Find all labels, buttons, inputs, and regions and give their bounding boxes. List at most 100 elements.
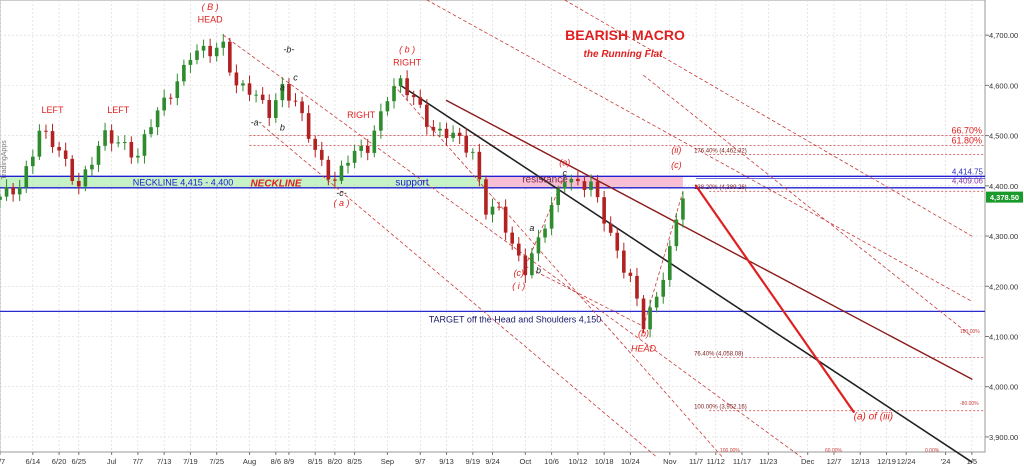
candle-body bbox=[444, 128, 449, 138]
wave-label: ( a ) bbox=[333, 198, 349, 208]
candle-body bbox=[654, 296, 659, 308]
candle-body bbox=[464, 135, 469, 153]
candle-body bbox=[536, 237, 541, 254]
candle-body bbox=[556, 188, 560, 206]
candle-body bbox=[313, 138, 318, 150]
y-tick-label: 4,200.00 bbox=[989, 282, 1018, 291]
x-tick-label: 12/24 bbox=[897, 457, 916, 466]
x-tick-label: 7/13 bbox=[157, 457, 172, 466]
candle-body bbox=[96, 145, 101, 165]
wave-label: HEAD bbox=[631, 344, 657, 354]
x-tick-label: 7/25 bbox=[209, 457, 224, 466]
chart-subtitle: the Running Flat bbox=[584, 49, 664, 60]
candle-body bbox=[70, 158, 75, 181]
wave-label: LEFT bbox=[107, 105, 130, 115]
candle-body bbox=[50, 131, 55, 148]
x-tick-label: 11/23 bbox=[759, 457, 777, 466]
candle-body bbox=[425, 104, 429, 127]
x-tick-label: 1/5 bbox=[967, 457, 977, 466]
candle-body bbox=[155, 110, 160, 128]
candle-body bbox=[109, 130, 114, 144]
candle-body bbox=[300, 101, 304, 114]
x-tick-label: 11/17 bbox=[733, 457, 751, 466]
candle-body bbox=[182, 64, 186, 82]
y-tick-label: 4,700.00 bbox=[989, 31, 1018, 40]
candle-body bbox=[497, 206, 501, 208]
candle-body bbox=[641, 298, 646, 330]
candle-body bbox=[195, 50, 199, 60]
candle-body bbox=[162, 97, 166, 111]
fib-small-label: 100.00% bbox=[960, 329, 980, 335]
candle-body bbox=[273, 100, 278, 118]
y-tick-label: 4,100.00 bbox=[989, 332, 1018, 341]
candle-body bbox=[254, 94, 258, 96]
candle-body bbox=[359, 145, 363, 151]
candle-body bbox=[392, 86, 396, 102]
wave-label: LEFT bbox=[42, 105, 65, 115]
candle-body bbox=[175, 81, 180, 99]
neckline-band bbox=[0, 176, 486, 188]
candle-body bbox=[405, 78, 409, 96]
x-tick-label: 7/19 bbox=[183, 457, 198, 466]
x-tick-label: 10/24 bbox=[621, 457, 640, 466]
price-tag bbox=[986, 191, 1023, 203]
fib-small-label: -80.00% bbox=[960, 401, 979, 407]
x-tick-label: 9/13 bbox=[439, 457, 454, 466]
fib-level-label: 76.40% (4,058.08) bbox=[694, 352, 743, 358]
wave-label: ( b ) bbox=[399, 45, 415, 55]
candle-body bbox=[674, 219, 679, 247]
candle-body bbox=[293, 100, 298, 102]
x-tick-label: 8/25 bbox=[347, 457, 362, 466]
x-tick-label: Aug bbox=[243, 457, 256, 466]
candle-body bbox=[31, 156, 35, 167]
candle-body bbox=[201, 45, 206, 51]
wave-label: RIGHT bbox=[347, 110, 376, 120]
trendline bbox=[643, 74, 973, 337]
candle-body bbox=[549, 205, 554, 229]
x-tick-label: 12/13 bbox=[851, 457, 870, 466]
candle-body bbox=[168, 97, 173, 99]
neckline-label: NECKLINE 4,415 - 4,400 bbox=[133, 177, 234, 187]
resistance-label: resistance bbox=[522, 174, 568, 185]
candle-body bbox=[602, 197, 606, 224]
fib-level-label: 138.20% (4,389.26) bbox=[694, 185, 747, 191]
fib-small-label: 100.00% bbox=[720, 448, 740, 454]
wave-label: a bbox=[529, 223, 534, 233]
wave-label: -c- bbox=[336, 188, 347, 198]
candle-body bbox=[516, 243, 521, 256]
y-tick-label: 4,000.00 bbox=[989, 383, 1018, 392]
candle-body bbox=[628, 272, 633, 276]
candle-body bbox=[595, 181, 600, 198]
candle-body bbox=[365, 145, 370, 153]
candle-body bbox=[569, 178, 574, 183]
wave-label: ( B ) bbox=[202, 2, 219, 12]
wave-label: b bbox=[280, 123, 285, 133]
wave-label: (a) of (iii) bbox=[854, 411, 893, 422]
x-tick-label: 8/6 bbox=[271, 457, 281, 466]
wave-label: (a) bbox=[559, 158, 570, 168]
wave-label: (b) bbox=[638, 328, 649, 338]
candle-body bbox=[681, 198, 685, 220]
candle-body bbox=[608, 223, 613, 233]
wave-label: c bbox=[562, 168, 567, 178]
trendline bbox=[524, 175, 566, 267]
wave-label: (c) bbox=[671, 160, 682, 170]
candle-body bbox=[379, 111, 383, 131]
fib-level-label: 176.40% (4,462.32) bbox=[694, 149, 747, 155]
candle-body bbox=[648, 307, 652, 330]
candle-body bbox=[129, 142, 134, 158]
candle-body bbox=[562, 182, 567, 189]
candle-body bbox=[241, 83, 245, 86]
candle-body bbox=[385, 101, 390, 112]
y-tick-label: 4,500.00 bbox=[989, 132, 1018, 141]
wave-label: c bbox=[293, 72, 298, 82]
y-tick-label: 3,900.00 bbox=[989, 433, 1018, 442]
x-tick-label: Dec bbox=[801, 457, 815, 466]
candle-body bbox=[103, 130, 107, 146]
wave-label: (ii) bbox=[671, 145, 681, 155]
wave-label: -b- bbox=[283, 45, 294, 55]
candle-body bbox=[576, 178, 580, 182]
candle-body bbox=[333, 179, 337, 181]
x-tick-label: '24 bbox=[941, 457, 951, 466]
